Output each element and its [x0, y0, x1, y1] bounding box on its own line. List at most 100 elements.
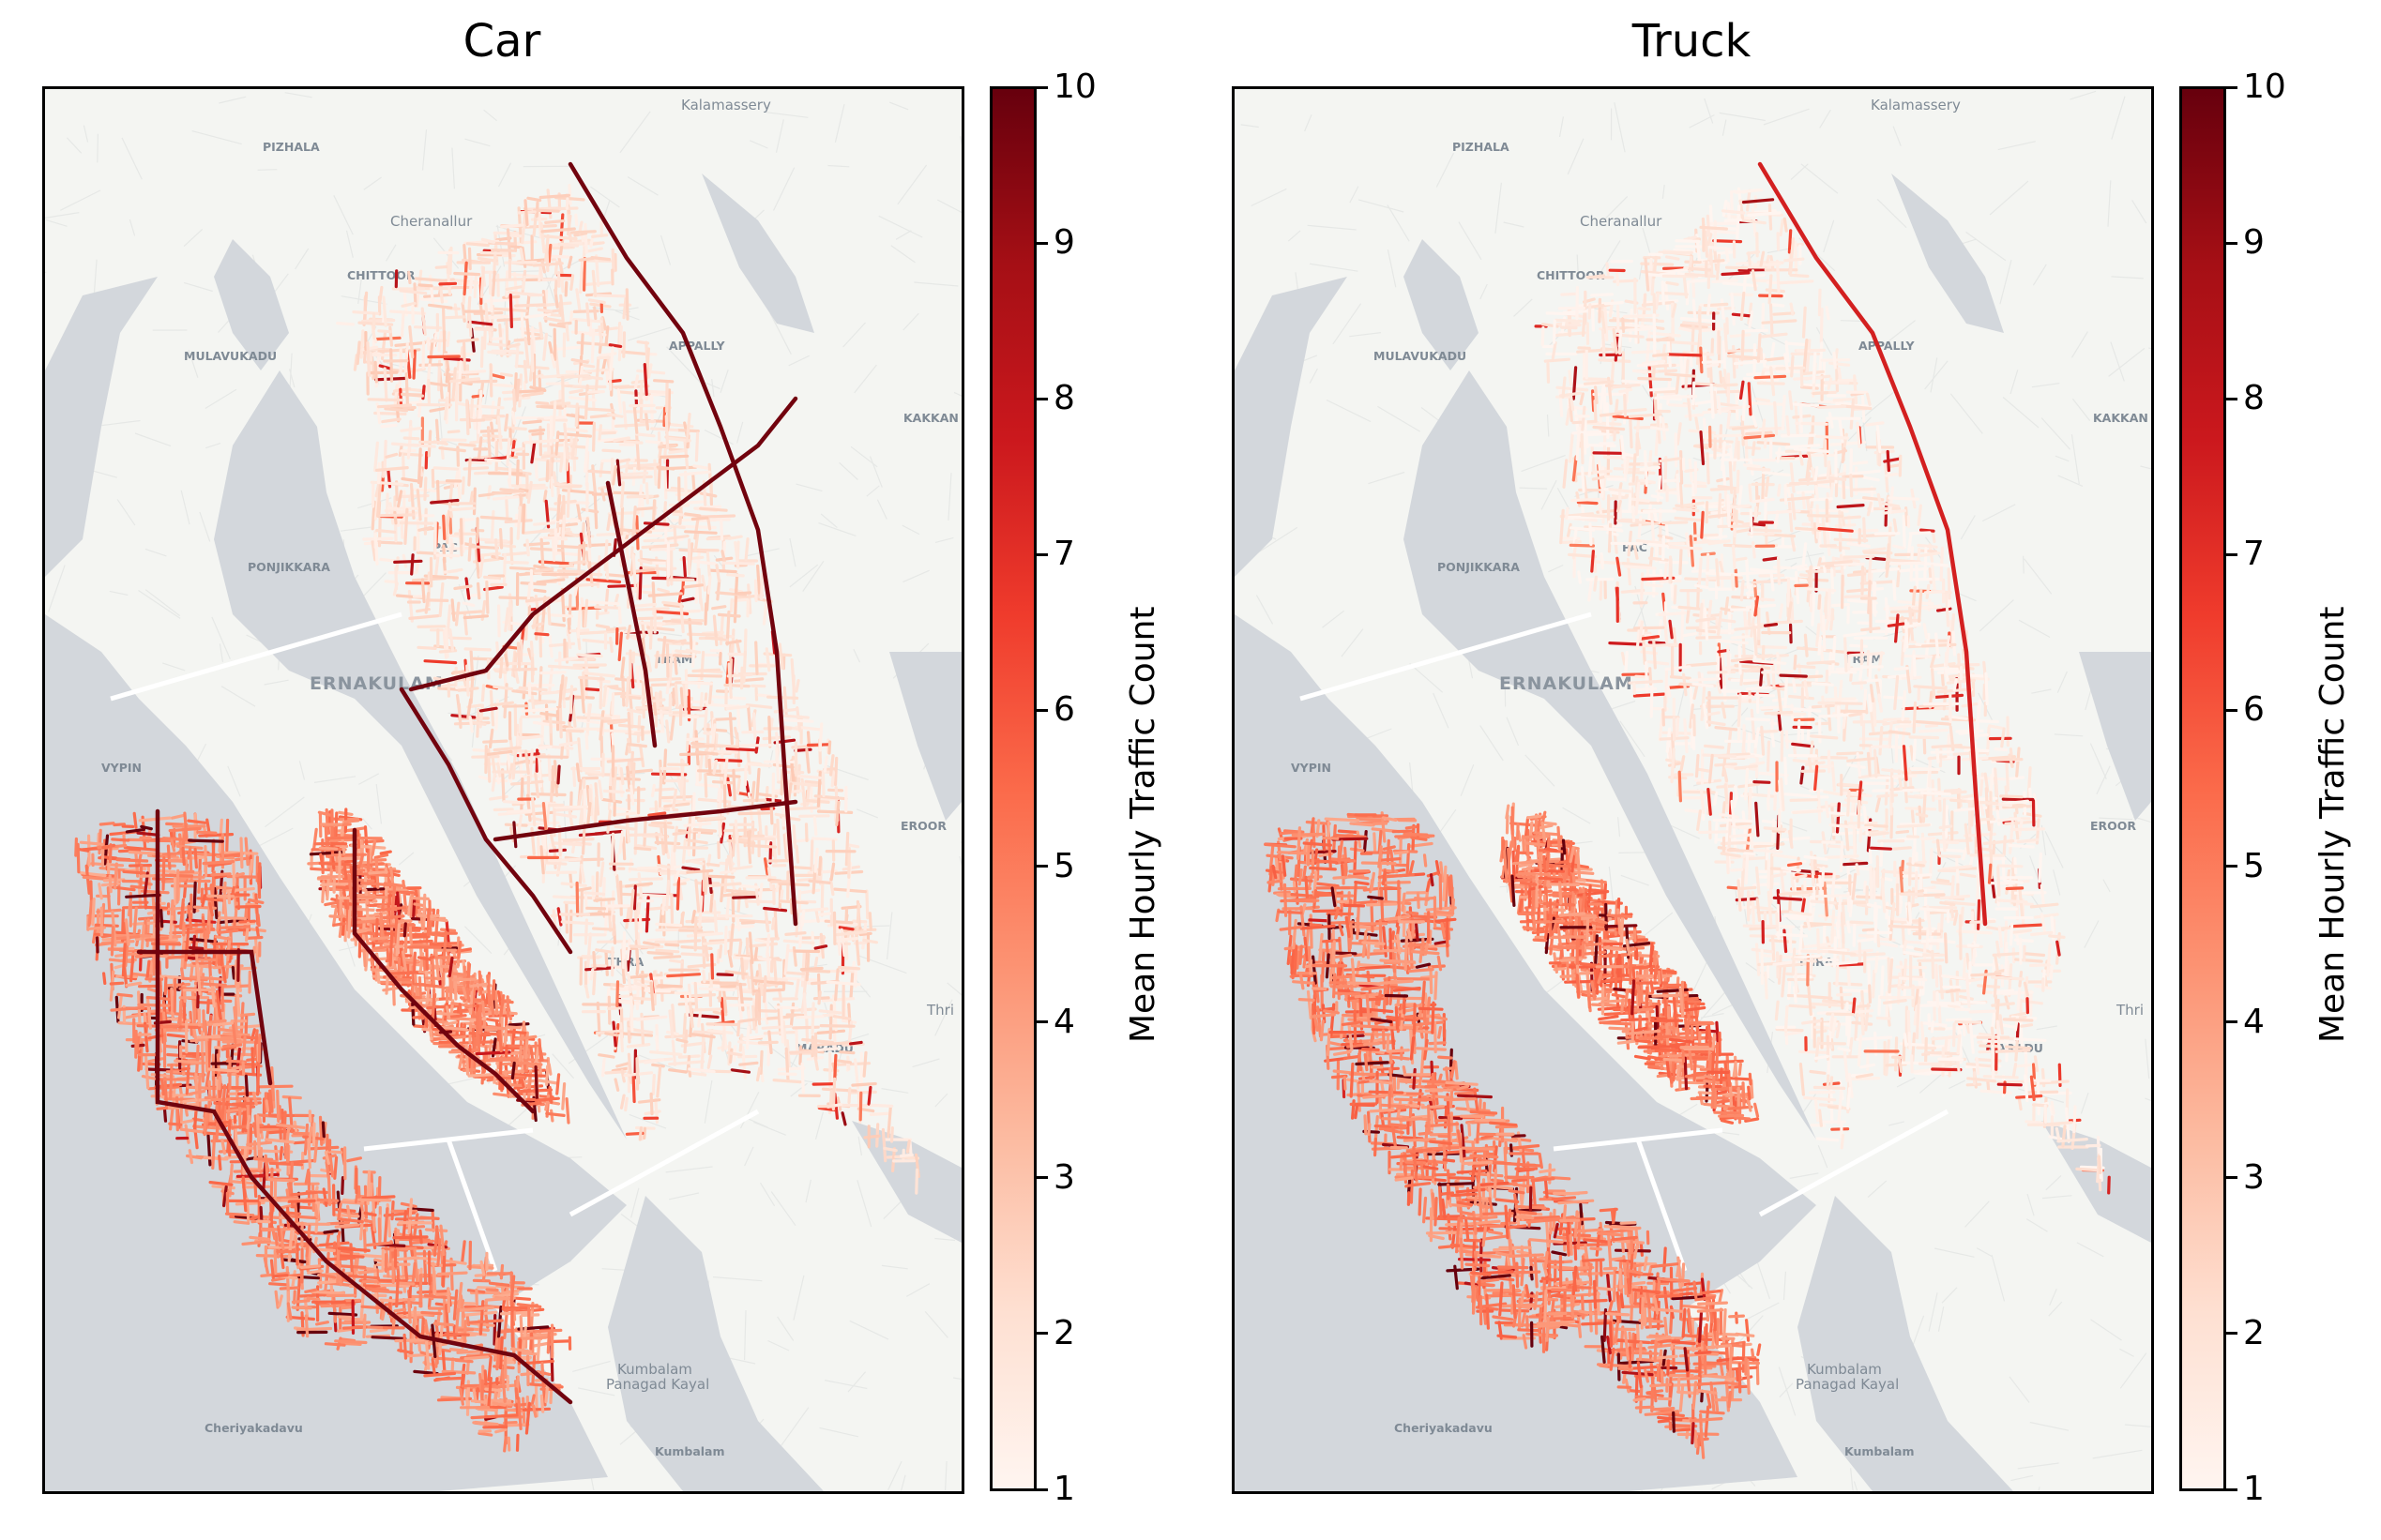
background-street — [264, 679, 289, 686]
road-segment — [241, 1175, 248, 1213]
road-segment — [706, 575, 712, 595]
road-segment — [518, 732, 540, 737]
background-street — [48, 565, 66, 612]
road-segment — [523, 199, 529, 226]
road-segment — [325, 1251, 330, 1285]
road-segment — [640, 557, 668, 564]
road-segment — [132, 811, 138, 829]
background-street — [902, 524, 920, 536]
road-segment — [813, 1056, 820, 1071]
road-segment — [559, 485, 583, 489]
road-segment — [587, 469, 624, 476]
background-street — [665, 1166, 713, 1173]
road-segment — [539, 711, 559, 717]
road-segment — [649, 981, 655, 1012]
road-segment — [98, 883, 103, 900]
road-segment — [268, 1282, 290, 1287]
road-segment — [82, 875, 111, 882]
road-segment — [281, 1258, 307, 1264]
road-segment — [595, 624, 611, 629]
road-segment — [468, 271, 474, 294]
road-segment — [432, 1261, 437, 1294]
road-segment — [653, 787, 675, 793]
road-segment — [519, 639, 523, 666]
background-street — [66, 137, 83, 154]
road-segment — [584, 672, 615, 678]
road-segment — [492, 489, 523, 495]
road-segment — [409, 1339, 437, 1346]
road-segment — [660, 894, 666, 915]
background-street — [772, 167, 796, 211]
road-segment — [245, 935, 264, 941]
road-segment — [707, 681, 714, 704]
background-street — [188, 349, 199, 378]
road-segment — [603, 687, 610, 706]
road-segment — [626, 624, 632, 640]
road-segment — [193, 852, 215, 857]
road-segment — [596, 1001, 601, 1037]
road-segment — [693, 915, 698, 952]
road-segment — [709, 889, 715, 913]
road-segment — [653, 955, 682, 959]
background-street — [298, 761, 306, 780]
road-segment — [535, 400, 550, 405]
road-segment — [428, 381, 448, 387]
road-segment — [182, 976, 208, 982]
road-segment — [646, 363, 653, 379]
road-segment — [796, 706, 802, 732]
road-segment — [585, 912, 614, 916]
road-segment — [255, 926, 261, 939]
road-segment — [813, 944, 828, 950]
background-street — [895, 230, 912, 240]
road-segment — [573, 232, 588, 237]
road-segment — [436, 1271, 468, 1276]
road-segment — [679, 602, 685, 634]
road-segment — [523, 1359, 554, 1366]
map-svg-car: KalamasseryPIZHALACheranallurCHITTOORMUL… — [45, 89, 962, 1491]
road-segment — [533, 444, 538, 479]
road-segment — [304, 1288, 318, 1294]
road-segment — [140, 824, 153, 831]
road-segment — [459, 1293, 465, 1319]
road-segment — [645, 482, 649, 505]
road-segment — [785, 1039, 791, 1068]
road-segment — [361, 318, 396, 324]
road-segment — [158, 1040, 163, 1053]
bridges — [110, 611, 760, 1272]
road-segment — [613, 691, 628, 696]
road-segment — [532, 208, 560, 213]
road-segment — [841, 1111, 847, 1126]
road-segment — [658, 442, 663, 459]
road-segment — [674, 991, 691, 996]
background-street — [704, 429, 734, 445]
road-segment — [730, 597, 748, 603]
road-segment — [862, 1050, 868, 1078]
road-segment — [417, 525, 432, 532]
background-street — [934, 1093, 948, 1108]
road-segment — [650, 547, 676, 551]
road-segment — [408, 613, 440, 621]
road-segment — [425, 983, 431, 1007]
road-segment — [280, 1203, 293, 1210]
road-segment — [669, 715, 675, 741]
road-segment — [436, 1238, 442, 1267]
background-street — [628, 326, 672, 341]
road-segment — [501, 1369, 507, 1403]
road-segment — [881, 1127, 887, 1163]
road-segment — [542, 719, 566, 725]
road-segment — [655, 948, 680, 954]
road-segment — [836, 1103, 872, 1108]
road-segment — [512, 388, 517, 413]
road-segment — [551, 841, 584, 847]
road-segment — [193, 981, 227, 988]
road-segment — [423, 1319, 430, 1336]
road-segment — [188, 1089, 206, 1096]
road-segment — [445, 315, 466, 320]
road-segment — [599, 672, 603, 710]
road-segment — [416, 489, 422, 521]
road-segment — [463, 261, 468, 296]
road-segment — [844, 935, 849, 960]
road-segment — [448, 506, 476, 512]
road-segment — [556, 764, 561, 785]
road-segment — [747, 583, 752, 614]
